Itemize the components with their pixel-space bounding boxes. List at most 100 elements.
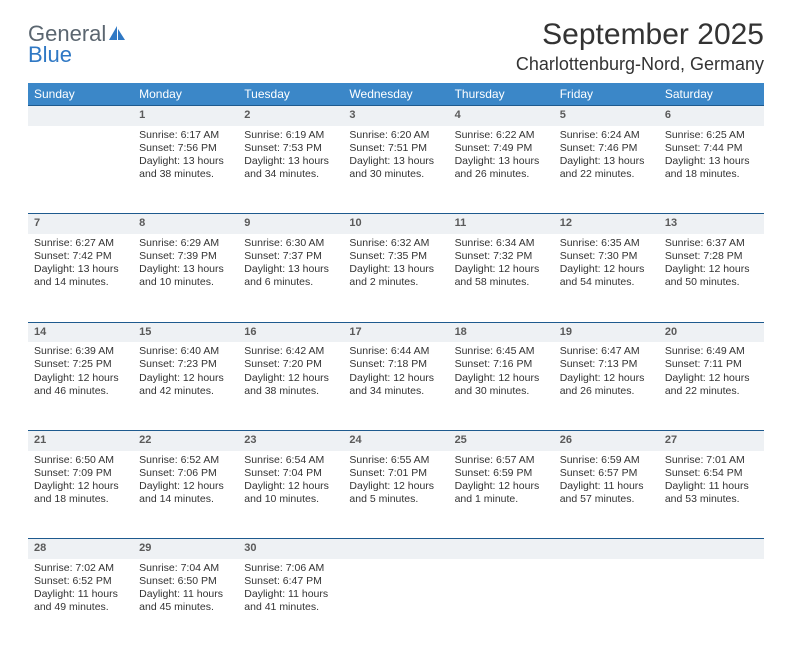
sunrise-line: Sunrise: 6:20 AM — [349, 129, 442, 142]
day-number: 3 — [343, 106, 448, 126]
day-number: 8 — [133, 214, 238, 234]
logo-text: General Blue — [28, 24, 126, 66]
daylight-line: Daylight: 12 hours and 18 minutes. — [34, 480, 127, 506]
sunset-line: Sunset: 7:11 PM — [665, 358, 758, 371]
day-cell: Sunrise: 6:27 AMSunset: 7:42 PMDaylight:… — [28, 234, 133, 322]
location: Charlottenburg-Nord, Germany — [516, 54, 764, 75]
sunset-line: Sunset: 7:44 PM — [665, 142, 758, 155]
sunrise-line: Sunrise: 6:29 AM — [139, 237, 232, 250]
sunset-line: Sunset: 7:42 PM — [34, 250, 127, 263]
day-details: Sunrise: 6:27 AMSunset: 7:42 PMDaylight:… — [28, 234, 133, 296]
day-details: Sunrise: 6:39 AMSunset: 7:25 PMDaylight:… — [28, 342, 133, 404]
weekday-header: Monday — [133, 83, 238, 106]
day-number: 13 — [659, 214, 764, 234]
sunset-line: Sunset: 7:35 PM — [349, 250, 442, 263]
day-number: 11 — [449, 214, 554, 234]
day-cell: Sunrise: 6:55 AMSunset: 7:01 PMDaylight:… — [343, 451, 448, 539]
sunrise-line: Sunrise: 6:55 AM — [349, 454, 442, 467]
day-cell: Sunrise: 6:40 AMSunset: 7:23 PMDaylight:… — [133, 342, 238, 430]
day-number: 25 — [449, 430, 554, 450]
daylight-line: Daylight: 12 hours and 38 minutes. — [244, 372, 337, 398]
sunset-line: Sunset: 7:06 PM — [139, 467, 232, 480]
daylight-line: Daylight: 12 hours and 1 minute. — [455, 480, 548, 506]
day-cell — [554, 559, 659, 647]
sunset-line: Sunset: 7:25 PM — [34, 358, 127, 371]
sunrise-line: Sunrise: 6:57 AM — [455, 454, 548, 467]
sail-icon — [108, 25, 126, 41]
sunset-line: Sunset: 7:01 PM — [349, 467, 442, 480]
day-number: 12 — [554, 214, 659, 234]
sunset-line: Sunset: 6:47 PM — [244, 575, 337, 588]
sunrise-line: Sunrise: 6:47 AM — [560, 345, 653, 358]
day-cell: Sunrise: 6:54 AMSunset: 7:04 PMDaylight:… — [238, 451, 343, 539]
day-cell: Sunrise: 6:24 AMSunset: 7:46 PMDaylight:… — [554, 126, 659, 214]
day-details: Sunrise: 6:34 AMSunset: 7:32 PMDaylight:… — [449, 234, 554, 296]
weekday-header: Friday — [554, 83, 659, 106]
daylight-line: Daylight: 11 hours and 41 minutes. — [244, 588, 337, 614]
sunset-line: Sunset: 7:09 PM — [34, 467, 127, 480]
weekday-row: SundayMondayTuesdayWednesdayThursdayFrid… — [28, 83, 764, 106]
month-title: September 2025 — [516, 18, 764, 52]
daylight-line: Daylight: 13 hours and 38 minutes. — [139, 155, 232, 181]
day-number: 30 — [238, 539, 343, 559]
daylight-line: Daylight: 13 hours and 34 minutes. — [244, 155, 337, 181]
daylight-line: Daylight: 12 hours and 22 minutes. — [665, 372, 758, 398]
daylight-line: Daylight: 13 hours and 14 minutes. — [34, 263, 127, 289]
sunset-line: Sunset: 7:18 PM — [349, 358, 442, 371]
day-details: Sunrise: 6:47 AMSunset: 7:13 PMDaylight:… — [554, 342, 659, 404]
day-cell — [659, 559, 764, 647]
day-details: Sunrise: 6:25 AMSunset: 7:44 PMDaylight:… — [659, 126, 764, 188]
day-cell: Sunrise: 6:22 AMSunset: 7:49 PMDaylight:… — [449, 126, 554, 214]
day-cell — [449, 559, 554, 647]
day-number: 4 — [449, 106, 554, 126]
daylight-line: Daylight: 11 hours and 45 minutes. — [139, 588, 232, 614]
daylight-line: Daylight: 11 hours and 57 minutes. — [560, 480, 653, 506]
day-details: Sunrise: 6:57 AMSunset: 6:59 PMDaylight:… — [449, 451, 554, 513]
daylight-line: Daylight: 13 hours and 10 minutes. — [139, 263, 232, 289]
day-number: 2 — [238, 106, 343, 126]
sunset-line: Sunset: 7:39 PM — [139, 250, 232, 263]
logo-word2: Blue — [28, 42, 72, 67]
day-number: 15 — [133, 322, 238, 342]
daylight-line: Daylight: 12 hours and 42 minutes. — [139, 372, 232, 398]
day-details: Sunrise: 6:44 AMSunset: 7:18 PMDaylight:… — [343, 342, 448, 404]
day-number-row: 282930 — [28, 539, 764, 559]
day-body-row: Sunrise: 6:39 AMSunset: 7:25 PMDaylight:… — [28, 342, 764, 430]
sunset-line: Sunset: 6:54 PM — [665, 467, 758, 480]
day-cell: Sunrise: 6:42 AMSunset: 7:20 PMDaylight:… — [238, 342, 343, 430]
day-details: Sunrise: 6:37 AMSunset: 7:28 PMDaylight:… — [659, 234, 764, 296]
day-number: 17 — [343, 322, 448, 342]
day-cell: Sunrise: 6:47 AMSunset: 7:13 PMDaylight:… — [554, 342, 659, 430]
sunset-line: Sunset: 7:04 PM — [244, 467, 337, 480]
sunrise-line: Sunrise: 6:35 AM — [560, 237, 653, 250]
day-number: 22 — [133, 430, 238, 450]
day-details: Sunrise: 6:29 AMSunset: 7:39 PMDaylight:… — [133, 234, 238, 296]
calendar-table: SundayMondayTuesdayWednesdayThursdayFrid… — [28, 83, 764, 647]
sunrise-line: Sunrise: 6:37 AM — [665, 237, 758, 250]
day-cell: Sunrise: 6:29 AMSunset: 7:39 PMDaylight:… — [133, 234, 238, 322]
daylight-line: Daylight: 13 hours and 30 minutes. — [349, 155, 442, 181]
weekday-header: Sunday — [28, 83, 133, 106]
day-cell: Sunrise: 6:20 AMSunset: 7:51 PMDaylight:… — [343, 126, 448, 214]
day-details: Sunrise: 6:52 AMSunset: 7:06 PMDaylight:… — [133, 451, 238, 513]
day-cell: Sunrise: 6:30 AMSunset: 7:37 PMDaylight:… — [238, 234, 343, 322]
day-cell: Sunrise: 6:57 AMSunset: 6:59 PMDaylight:… — [449, 451, 554, 539]
day-body-row: Sunrise: 6:27 AMSunset: 7:42 PMDaylight:… — [28, 234, 764, 322]
day-cell: Sunrise: 7:04 AMSunset: 6:50 PMDaylight:… — [133, 559, 238, 647]
sunset-line: Sunset: 7:51 PM — [349, 142, 442, 155]
weekday-header: Wednesday — [343, 83, 448, 106]
day-details: Sunrise: 7:02 AMSunset: 6:52 PMDaylight:… — [28, 559, 133, 621]
day-number: 29 — [133, 539, 238, 559]
sunset-line: Sunset: 7:28 PM — [665, 250, 758, 263]
day-number: 26 — [554, 430, 659, 450]
day-number: 28 — [28, 539, 133, 559]
calendar-head: SundayMondayTuesdayWednesdayThursdayFrid… — [28, 83, 764, 106]
weekday-header: Saturday — [659, 83, 764, 106]
sunset-line: Sunset: 7:13 PM — [560, 358, 653, 371]
day-number: 10 — [343, 214, 448, 234]
logo: General Blue — [28, 18, 126, 66]
sunrise-line: Sunrise: 6:22 AM — [455, 129, 548, 142]
day-details: Sunrise: 7:04 AMSunset: 6:50 PMDaylight:… — [133, 559, 238, 621]
day-cell: Sunrise: 6:39 AMSunset: 7:25 PMDaylight:… — [28, 342, 133, 430]
day-details: Sunrise: 6:22 AMSunset: 7:49 PMDaylight:… — [449, 126, 554, 188]
